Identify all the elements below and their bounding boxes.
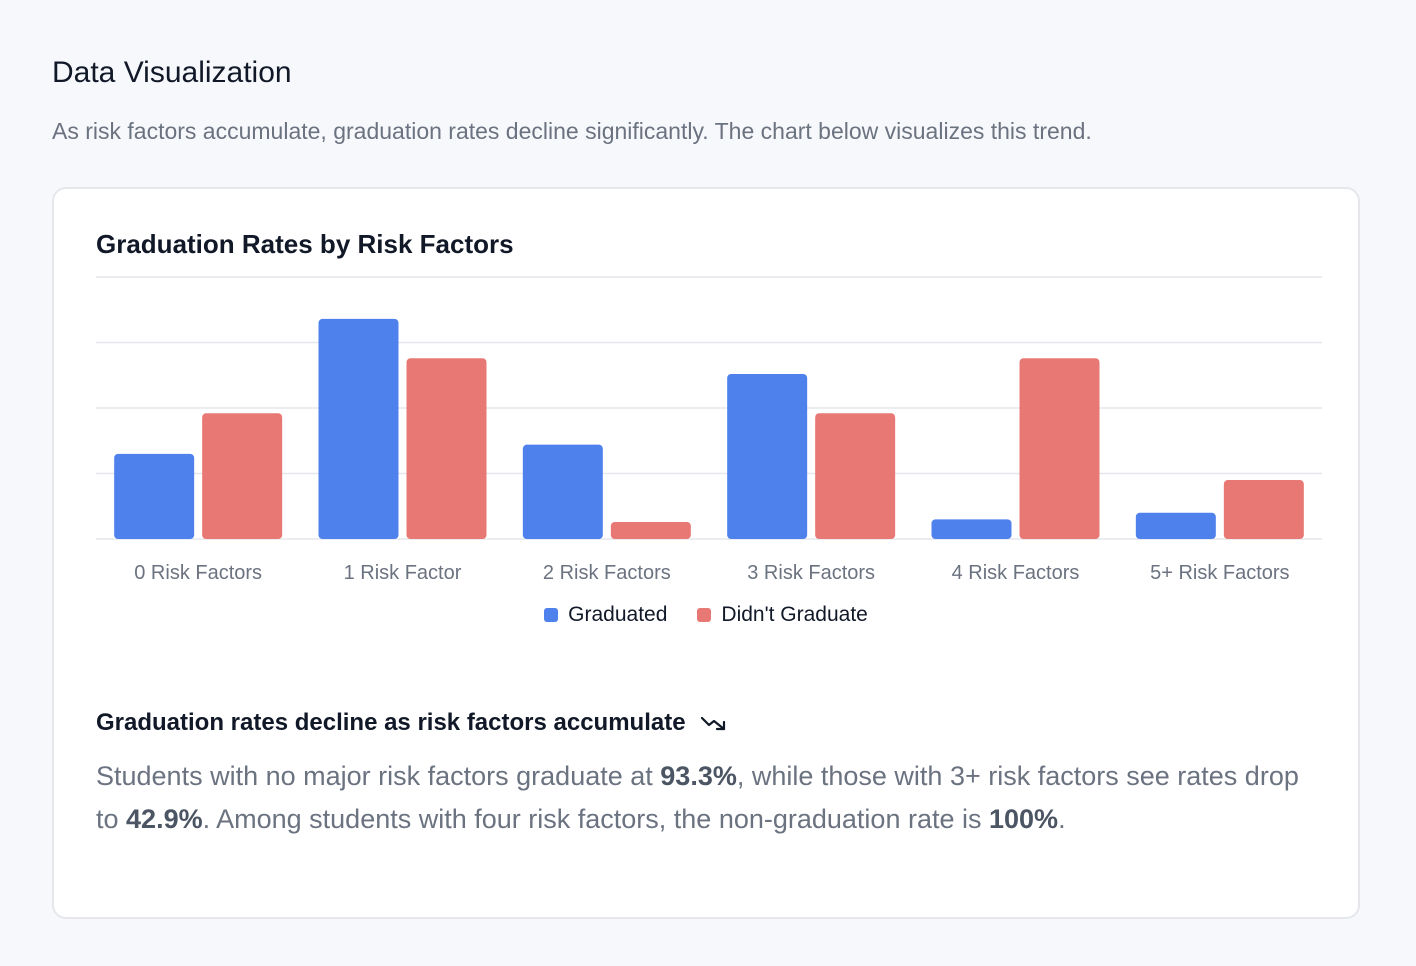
legend-item-graduated[interactable]: Graduated	[544, 603, 667, 627]
bar-didnt-graduate-2[interactable]	[610, 521, 691, 539]
chart-title: Graduation Rates by Risk Factors	[96, 229, 514, 259]
insight-text-1: Students with no major risk factors grad…	[96, 761, 661, 791]
insight-text-2: , while those with 3+ risk factors see r…	[96, 761, 1299, 834]
section-description: As risk factors accumulate, graduation r…	[52, 118, 1092, 144]
bar-graduated-0[interactable]	[114, 453, 195, 539]
insight-text-3: . Among students with four risk factors,…	[202, 804, 989, 834]
x-tick-label: 4 Risk Factors	[952, 562, 1080, 584]
bar-didnt-graduate-0[interactable]	[202, 413, 283, 539]
insight-text-4: .	[1058, 804, 1066, 834]
trending-down-icon	[700, 716, 725, 731]
x-tick-label: 2 Risk Factors	[543, 562, 671, 584]
x-tick-label: 3 Risk Factors	[747, 562, 875, 584]
bar-graduated-4[interactable]	[931, 519, 1012, 539]
legend-swatch-didnt-graduate	[697, 608, 712, 622]
legend-label-didnt-graduate: Didn't Graduate	[721, 603, 868, 626]
bar-didnt-graduate-5[interactable]	[1223, 480, 1304, 539]
legend-swatch-graduated	[544, 608, 559, 622]
bar-didnt-graduate-4[interactable]	[1019, 358, 1100, 539]
x-tick-label: 5+ Risk Factors	[1150, 562, 1289, 584]
bar-chart: 0 Risk Factors 1 Risk Factor 2 Risk Factor…	[96, 276, 1322, 584]
x-tick-label: 1 Risk Factor	[344, 562, 462, 584]
chart-card: Graduation Rates by Risk Factors 0 Risk …	[52, 187, 1360, 919]
insight-text: Students with no major risk factors grad…	[96, 755, 1326, 841]
insight-title: Graduation rates decline as risk factors…	[96, 709, 728, 737]
legend-item-didnt-graduate[interactable]: Didn't Graduate	[697, 603, 868, 627]
bar-didnt-graduate-1[interactable]	[406, 358, 487, 539]
x-tick-label: 0 Risk Factors	[134, 562, 262, 584]
insight-value-no-risk: 93.3%	[660, 761, 737, 791]
bar-graduated-3[interactable]	[727, 373, 808, 539]
bar-graduated-1[interactable]	[318, 318, 399, 539]
insight-value-four: 100%	[989, 804, 1059, 834]
bar-graduated-2[interactable]	[522, 444, 603, 539]
bar-didnt-graduate-3[interactable]	[815, 413, 896, 539]
legend-label-graduated: Graduated	[568, 603, 668, 626]
chart-legend: Graduated Didn't Graduate	[54, 603, 1358, 627]
section-title: Data Visualization	[52, 56, 292, 89]
insight-value-three-plus: 42.9%	[126, 804, 203, 834]
insight-title-text: Graduation rates decline as risk factors…	[96, 709, 686, 736]
bar-graduated-5[interactable]	[1135, 512, 1216, 539]
